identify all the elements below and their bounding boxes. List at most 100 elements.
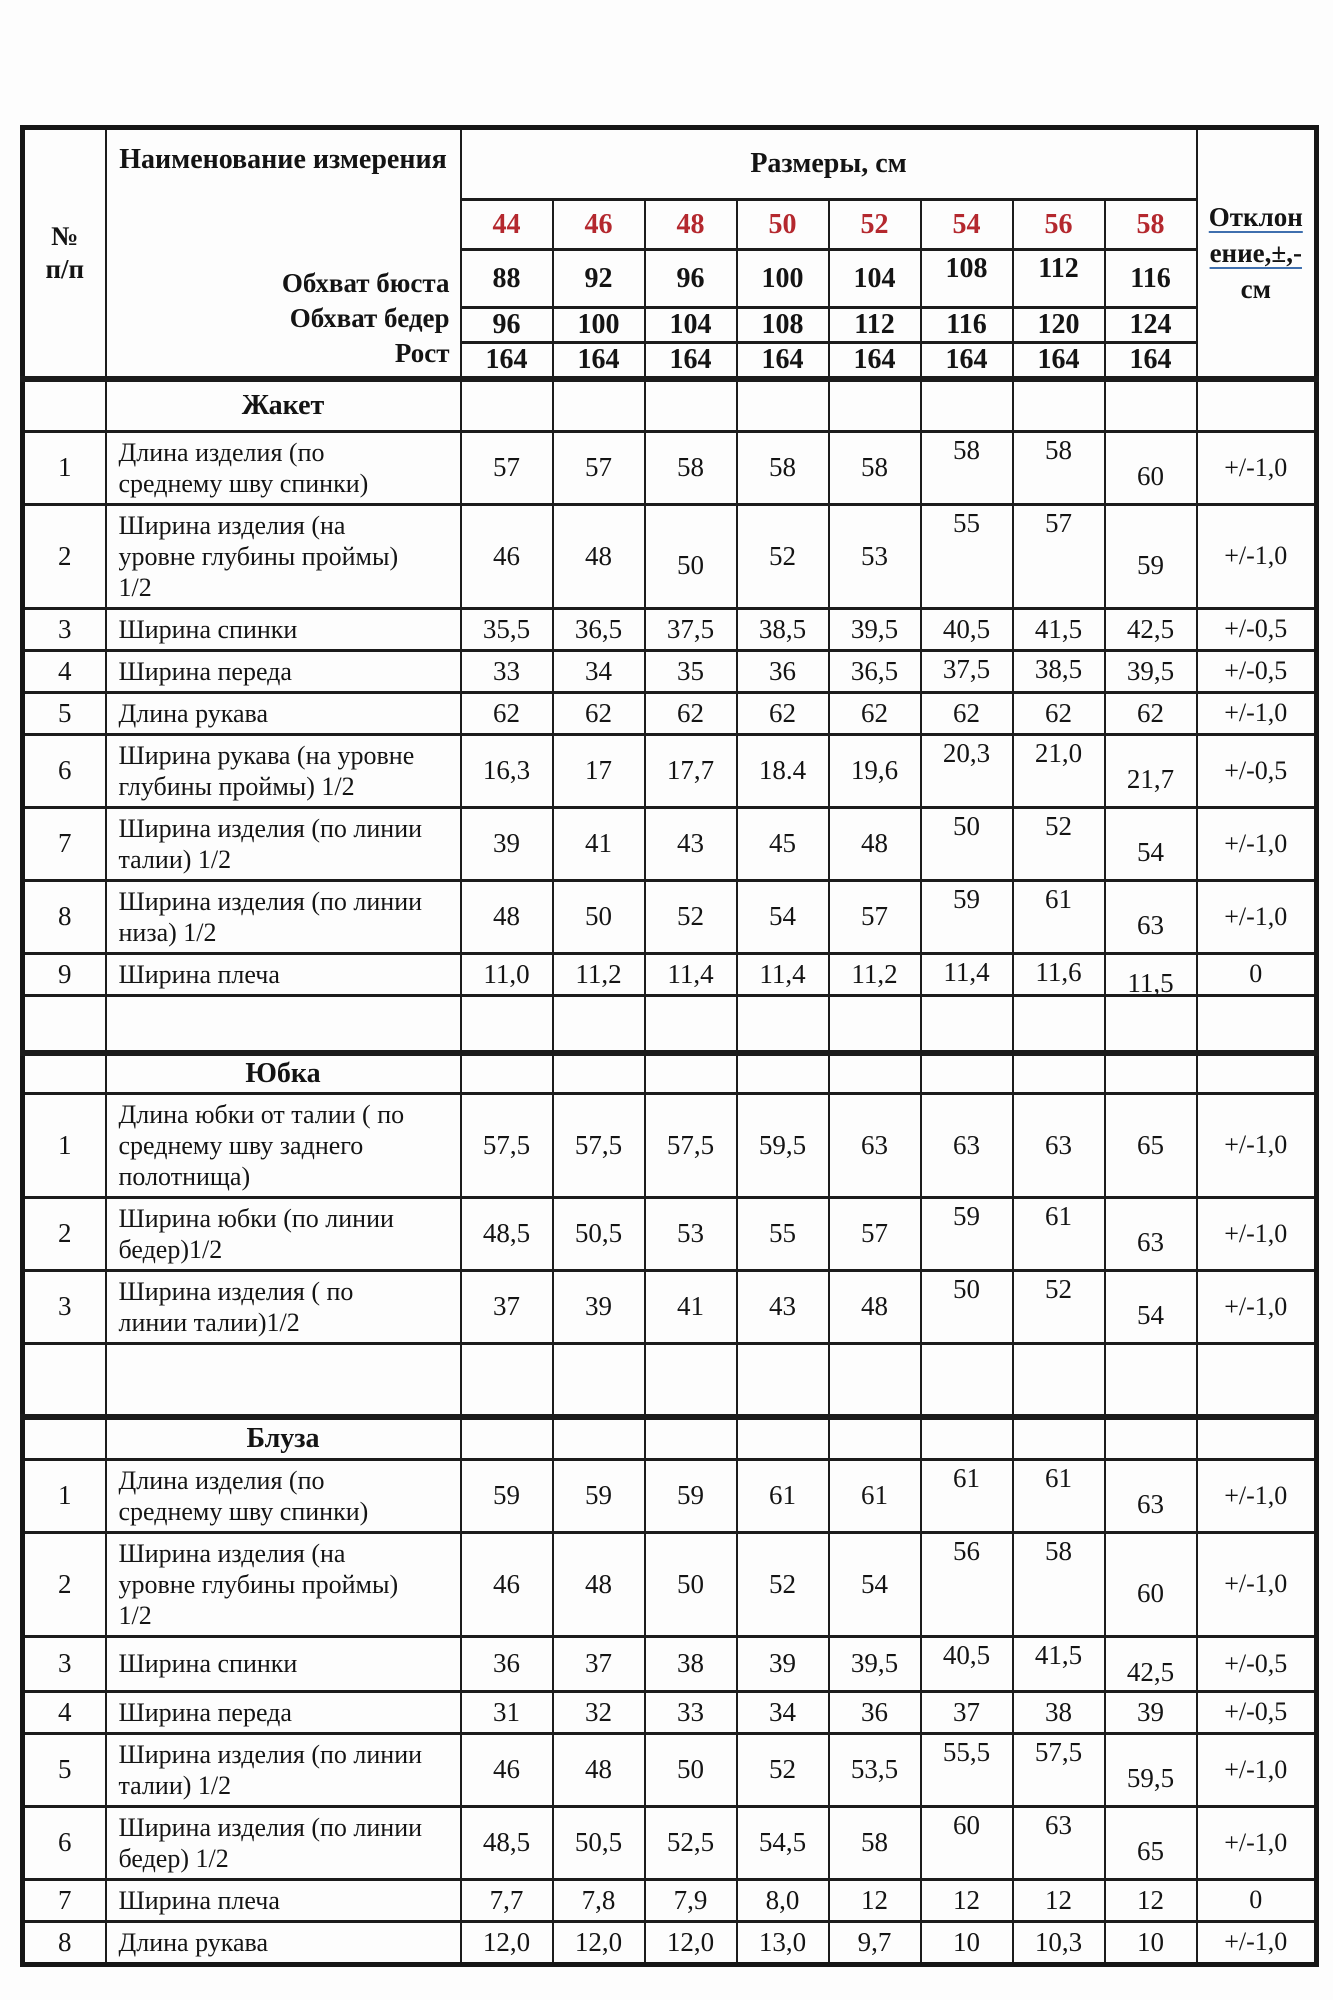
- size-value: 10: [919, 1919, 1014, 1966]
- base-measure-labels: Обхват бюста Обхват бедер Рост: [108, 266, 459, 374]
- height-value: 164: [1011, 341, 1106, 381]
- size-value-text: 39,5: [850, 1648, 899, 1678]
- empty-cell: [104, 1341, 462, 1419]
- row-number: 8: [21, 878, 107, 955]
- size-value: 62: [919, 690, 1014, 736]
- bust-value: 104: [827, 248, 922, 309]
- size-value: 37: [919, 1689, 1014, 1735]
- size-value-text: 12: [1045, 1884, 1072, 1915]
- size-value-text: 62: [769, 697, 796, 728]
- size-value: 42,5: [1103, 1634, 1198, 1693]
- table-row: 5 Длина рукава 62 62 62 62 62 62 62 62 +/-1,0: [21, 690, 1318, 736]
- hips-value: 100: [551, 306, 646, 344]
- size-value-text: 12: [953, 1884, 980, 1915]
- size-value-text: 36,5: [850, 655, 899, 686]
- size-chart-table: № п/п Наименование измерения Обхват бюст…: [20, 125, 1320, 1967]
- size-value: 11,6: [1011, 951, 1106, 997]
- row-number: 9: [21, 951, 107, 997]
- size-54: 54: [919, 198, 1014, 251]
- size-value: 63: [919, 1091, 1014, 1199]
- size-value-text: 11,4: [667, 958, 714, 989]
- size-value: 65: [1103, 1804, 1198, 1881]
- bust-value: 100: [735, 248, 830, 309]
- measurement-label: Длина юбки от талии ( по среднему шву за…: [104, 1091, 462, 1199]
- size-value: 38: [1011, 1689, 1106, 1735]
- size-value: 34: [735, 1689, 830, 1735]
- size-value: 48: [551, 1530, 646, 1638]
- deviation-value: 0: [1195, 1877, 1318, 1923]
- size-value: 32: [551, 1689, 646, 1735]
- row-number-text: 1: [58, 1129, 72, 1160]
- size-value-text: 9,7: [857, 1926, 892, 1957]
- deviation-value: +/-1,0: [1195, 1195, 1318, 1272]
- empty-cell: [827, 1050, 922, 1095]
- row-number: 4: [21, 648, 107, 694]
- deviation-value: +/-1,0: [1195, 502, 1318, 610]
- row-number: 3: [21, 1634, 107, 1693]
- size-value-text: 59: [493, 1480, 520, 1510]
- size-50: 50: [735, 198, 830, 251]
- deviation-value: +/-1,0: [1195, 1919, 1318, 1966]
- size-value-text: 21,7: [1126, 764, 1175, 794]
- row-number-text: 3: [58, 1648, 72, 1678]
- size-value: 54,5: [735, 1804, 830, 1881]
- size-value: 36: [735, 648, 830, 694]
- size-value: 16,3: [459, 732, 554, 809]
- size-value-text: 57,5: [666, 1129, 715, 1160]
- size-value-text: 63: [1137, 1489, 1165, 1519]
- size-value-text: 21,0: [1034, 737, 1083, 768]
- hips-value: 120: [1011, 306, 1106, 344]
- size-value: 65: [1103, 1091, 1198, 1199]
- size-value: 50: [643, 502, 738, 610]
- size-58: 58: [1103, 198, 1198, 251]
- measurement-label-text: Ширина изделия (по линии низа) 1/2: [118, 886, 423, 947]
- size-value: 12,0: [551, 1919, 646, 1966]
- size-value-text: 52: [1045, 810, 1072, 841]
- size-value-text: 54,5: [758, 1827, 807, 1857]
- bust-value: 96: [643, 248, 738, 309]
- row-number: 5: [21, 1731, 107, 1808]
- empty-cell: [735, 993, 830, 1055]
- size-value: 20,3: [919, 732, 1014, 809]
- size-value-text: 62: [493, 697, 520, 728]
- size-value-text: 12,0: [666, 1926, 715, 1957]
- size-value-text: 54: [769, 901, 796, 931]
- deviation-value-text: +/-1,0: [1224, 1218, 1288, 1248]
- size-value: 57: [827, 1195, 922, 1272]
- row-number: 1: [21, 1457, 107, 1534]
- section-title-text: Юбка: [245, 1057, 321, 1089]
- measurement-label: Ширина изделия (по линии низа) 1/2: [104, 878, 462, 955]
- empty-cell: [551, 993, 646, 1055]
- size-value-text: 37: [585, 1648, 612, 1678]
- size-value: 57: [551, 429, 646, 506]
- size-value-text: 41,5: [1034, 1639, 1083, 1670]
- deviation-value: +/-1,0: [1195, 1268, 1318, 1345]
- empty-cell: [643, 1050, 738, 1095]
- size-value: 13,0: [735, 1919, 830, 1966]
- size-value: 45: [735, 805, 830, 882]
- height-value: 164: [919, 341, 1014, 381]
- size-value-text: 39: [1137, 1696, 1165, 1727]
- size-44: 44: [459, 198, 554, 251]
- size-value-text: 48: [493, 901, 520, 931]
- empty-cell: [919, 1050, 1014, 1095]
- bust-values-row: 88 92 96 100 104 108 112 116: [23, 248, 1317, 309]
- hips-value: 112: [827, 306, 922, 344]
- size-value-text: 10: [953, 1926, 980, 1957]
- spacer-row: [21, 993, 1318, 1055]
- size-value-text: 12,0: [574, 1926, 623, 1957]
- deviation-value-text: +/-1,0: [1224, 452, 1288, 482]
- size-value-text: 12: [861, 1884, 888, 1915]
- size-value: 38: [643, 1634, 738, 1693]
- size-value: 10: [1103, 1919, 1198, 1966]
- size-value: 59: [551, 1457, 646, 1534]
- empty-cell: [459, 1414, 554, 1461]
- size-value: 54: [827, 1530, 922, 1638]
- deviation-value-text: 0: [1249, 959, 1263, 988]
- hips-values-row: 96 100 104 108 112 116 120 124: [23, 306, 1317, 344]
- empty-cell: [643, 1414, 738, 1461]
- corner-line-1: №: [51, 221, 79, 251]
- size-value: 61: [735, 1457, 830, 1534]
- row-number: 6: [21, 732, 107, 809]
- size-value: 36,5: [827, 648, 922, 694]
